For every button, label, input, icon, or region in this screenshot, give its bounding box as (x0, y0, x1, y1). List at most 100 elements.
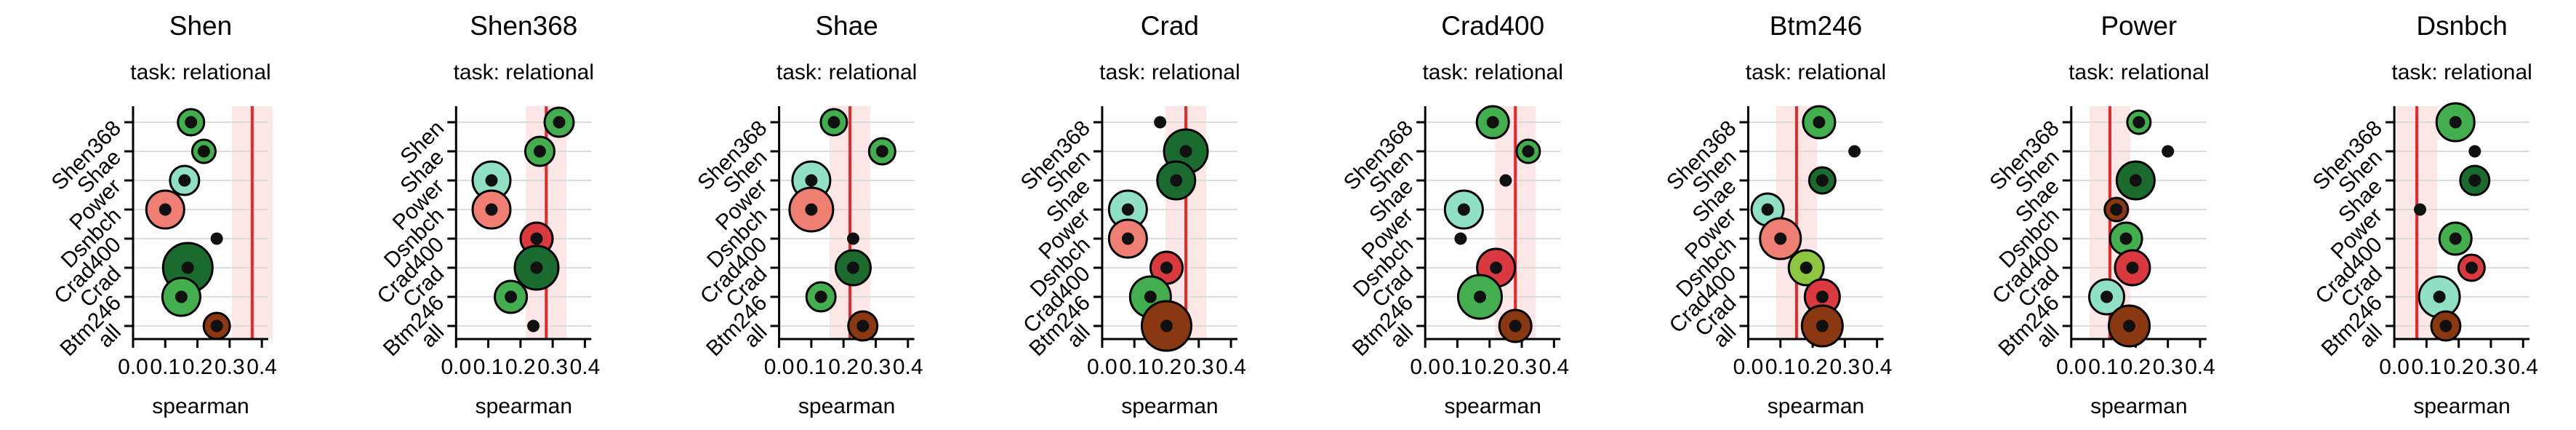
data-point-center (1160, 319, 1173, 333)
chart-title: Shen (169, 11, 232, 41)
x-tick-label: 0.1 (1443, 355, 1473, 379)
x-tick-label: 0.1 (1765, 355, 1796, 379)
data-point-center (2449, 116, 2462, 129)
data-point-center (2465, 261, 2478, 274)
data-point (210, 232, 223, 245)
data-point (1499, 174, 1512, 187)
x-tick-label: 0.4 (570, 355, 601, 379)
x-axis-title: spearman (2413, 394, 2510, 418)
chart-subtitle: task: relational (130, 60, 270, 84)
data-point-center (1457, 203, 1470, 216)
data-point-center (827, 116, 840, 129)
x-tick-label: 0.3 (2153, 355, 2183, 379)
data-point-center (2123, 319, 2136, 333)
x-tick-label: 0.0 (764, 355, 795, 379)
data-point-center (1509, 319, 1522, 333)
data-point-center (1774, 232, 1787, 245)
chart-title: Shen368 (470, 11, 577, 41)
x-tick-label: 0.3 (537, 355, 568, 379)
chart-subtitle: task: relational (454, 60, 594, 84)
chart-subtitle: task: relational (777, 60, 917, 84)
chart-title: Power (2100, 11, 2177, 41)
data-point-center (2126, 261, 2139, 274)
data-point-center (1179, 145, 1192, 158)
data-point-center (1522, 145, 1535, 158)
data-point-center (185, 116, 198, 129)
data-point-center (553, 116, 566, 129)
data-point-center (846, 261, 859, 274)
data-point-center (1486, 116, 1499, 129)
x-tick-label: 0.2 (182, 355, 213, 379)
x-tick-label: 0.1 (473, 355, 504, 379)
x-tick-label: 0.2 (1474, 355, 1505, 379)
x-tick-label: 0.3 (1829, 355, 1860, 379)
data-point-center (2100, 290, 2114, 303)
chart-title: Btm246 (1770, 11, 1863, 41)
data-point-center (178, 174, 191, 187)
x-tick-label: 0.1 (150, 355, 180, 379)
data-point-center (181, 261, 194, 274)
x-tick-label: 0.4 (1862, 355, 1893, 379)
data-point (2414, 203, 2427, 216)
x-tick-label: 0.0 (2379, 355, 2410, 379)
data-point-center (2110, 203, 2123, 216)
data-point-center (875, 145, 888, 158)
data-point-center (1815, 174, 1829, 187)
chart-subtitle: task: relational (2069, 60, 2209, 84)
data-point-center (505, 290, 518, 303)
x-tick-label: 0.4 (246, 355, 277, 379)
data-point-center (530, 261, 543, 274)
data-point-center (1815, 290, 1829, 303)
x-axis-title: spearman (798, 394, 895, 418)
x-tick-label: 0.1 (2088, 355, 2119, 379)
x-tick-label: 0.2 (828, 355, 859, 379)
x-tick-label: 0.2 (505, 355, 536, 379)
x-tick-label: 0.0 (2056, 355, 2087, 379)
x-tick-label: 0.0 (1410, 355, 1440, 379)
data-point-center (1121, 232, 1134, 245)
data-point-center (485, 174, 498, 187)
x-axis-title: spearman (152, 394, 249, 418)
x-tick-label: 0.0 (118, 355, 148, 379)
chart-subtitle: task: relational (1099, 60, 1240, 84)
data-point (1848, 145, 1861, 158)
x-tick-label: 0.1 (2412, 355, 2442, 379)
data-point-center (533, 145, 546, 158)
data-point-center (2439, 319, 2452, 333)
data-point-center (1144, 290, 1157, 303)
x-tick-label: 0.3 (1184, 355, 1214, 379)
x-tick-label: 0.4 (1216, 355, 1246, 379)
x-tick-label: 0.2 (2121, 355, 2151, 379)
x-tick-label: 0.4 (893, 355, 923, 379)
chart-title: Crad (1141, 11, 1199, 41)
x-axis-title: spearman (1768, 394, 1864, 418)
data-point-center (856, 319, 870, 333)
data-point-center (2449, 232, 2462, 245)
data-point-center (210, 319, 223, 333)
data-point (1454, 232, 1467, 245)
data-point-center (2468, 174, 2481, 187)
x-axis-title: spearman (476, 394, 572, 418)
data-point (2162, 145, 2175, 158)
data-point-center (174, 290, 188, 303)
x-tick-label: 0.2 (1152, 355, 1182, 379)
x-tick-label: 0.4 (2185, 355, 2215, 379)
data-point-center (1761, 203, 1774, 216)
data-point-center (1490, 261, 1503, 274)
data-point-center (1160, 261, 1173, 274)
data-point-center (805, 174, 818, 187)
data-point-center (1121, 203, 1134, 216)
data-point (846, 232, 859, 245)
x-axis-title: spearman (1121, 394, 1218, 418)
data-point-center (2433, 290, 2446, 303)
data-point-center (197, 145, 210, 158)
data-point-center (1815, 319, 1829, 333)
x-axis-title: spearman (1444, 394, 1541, 418)
